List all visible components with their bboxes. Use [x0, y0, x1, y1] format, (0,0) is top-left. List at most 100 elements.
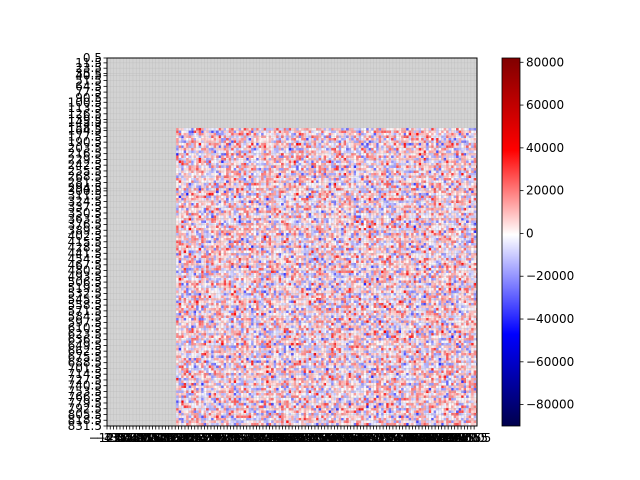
heatmap-cell [323, 132, 327, 136]
heatmap-cell [446, 210, 449, 214]
heatmap-cell [426, 180, 429, 184]
heatmap-cell [208, 150, 212, 154]
heatmap-cell [271, 192, 274, 196]
heatmap-cell [336, 195, 339, 199]
heatmap-cell [446, 177, 449, 181]
heatmap-cell [353, 207, 357, 211]
heatmap-cell [241, 152, 244, 156]
heatmap-cell [366, 215, 369, 219]
heatmap-cell [213, 202, 217, 206]
heatmap-cell [406, 137, 409, 141]
heatmap-cell [331, 167, 334, 171]
heatmap-cell [423, 162, 427, 166]
heatmap-cell [278, 207, 282, 211]
heatmap-cell [458, 132, 462, 136]
heatmap-cell [253, 230, 257, 234]
heatmap-cell [273, 147, 277, 151]
heatmap-cell [468, 135, 472, 139]
heatmap-cell [393, 215, 397, 219]
heatmap-cell [363, 195, 367, 199]
heatmap-cell [428, 142, 432, 146]
heatmap-cell [366, 130, 369, 134]
heatmap-cell [436, 135, 439, 139]
heatmap-cell [463, 187, 467, 191]
heatmap-cell [428, 167, 432, 171]
heatmap-cell [393, 172, 397, 176]
heatmap-cell [278, 187, 282, 191]
heatmap-cell [328, 160, 332, 164]
heatmap-cell [326, 142, 329, 146]
heatmap-cell [351, 127, 354, 131]
heatmap-cell [208, 192, 212, 196]
heatmap-cell [446, 185, 449, 189]
heatmap-cell [213, 220, 217, 224]
heatmap-cell [358, 145, 362, 149]
heatmap-cell [213, 130, 217, 134]
heatmap-cell [203, 180, 207, 184]
heatmap-cell [373, 172, 377, 176]
heatmap-cell [333, 197, 337, 201]
heatmap-cell [341, 187, 344, 191]
heatmap-cell [201, 137, 204, 141]
heatmap-cell [471, 180, 474, 184]
heatmap-cell [451, 210, 454, 214]
heatmap-cell [256, 222, 259, 226]
heatmap-cell [236, 167, 239, 171]
heatmap-cell [363, 177, 367, 181]
heatmap-cell [451, 207, 454, 211]
heatmap-cell [266, 185, 269, 189]
heatmap-cell [221, 147, 224, 151]
heatmap-cell [401, 167, 404, 171]
heatmap-cell [331, 147, 334, 151]
heatmap-cell [186, 210, 189, 214]
heatmap-cell [351, 145, 354, 149]
heatmap-cell [398, 132, 402, 136]
heatmap-cell [458, 205, 462, 209]
heatmap-cell [221, 200, 224, 204]
heatmap-cell [203, 185, 207, 189]
heatmap-cell [468, 207, 472, 211]
heatmap-cell [256, 195, 259, 199]
heatmap-cell [178, 150, 182, 154]
heatmap-cell [386, 145, 389, 149]
heatmap-cell [191, 147, 194, 151]
heatmap-cell [271, 127, 274, 131]
heatmap-cell [211, 202, 214, 206]
heatmap-cell [376, 132, 379, 136]
heatmap-cell [446, 165, 449, 169]
heatmap-cell [198, 152, 202, 156]
heatmap-cell [431, 155, 434, 159]
heatmap-cell [428, 135, 432, 139]
heatmap-cell [441, 142, 444, 146]
heatmap-cell [296, 155, 299, 159]
heatmap-cell [343, 227, 347, 231]
heatmap-cell [221, 207, 224, 211]
heatmap-cell [398, 197, 402, 201]
heatmap-cell [243, 135, 247, 139]
heatmap-cell [251, 202, 254, 206]
heatmap-cell [208, 167, 212, 171]
heatmap-cell [186, 205, 189, 209]
heatmap-cell [396, 205, 399, 209]
heatmap-cell [351, 182, 354, 186]
heatmap-cell [316, 160, 319, 164]
heatmap-cell [273, 167, 277, 171]
heatmap-cell [296, 147, 299, 151]
heatmap-cell [348, 202, 352, 206]
heatmap-cell [338, 215, 342, 219]
heatmap-cell [373, 135, 377, 139]
heatmap-cell [231, 150, 234, 154]
heatmap-cell [201, 170, 204, 174]
heatmap-cell [301, 217, 304, 221]
heatmap-cell [456, 167, 459, 171]
heatmap-cell [438, 145, 442, 149]
heatmap-cell [406, 210, 409, 214]
heatmap-cell [371, 220, 374, 224]
heatmap-cell [201, 190, 204, 194]
heatmap-cell [393, 165, 397, 169]
heatmap-cell [421, 225, 424, 229]
heatmap-cell [338, 155, 342, 159]
heatmap-cell [301, 200, 304, 204]
heatmap-cell [186, 197, 189, 201]
heatmap-cell [363, 190, 367, 194]
